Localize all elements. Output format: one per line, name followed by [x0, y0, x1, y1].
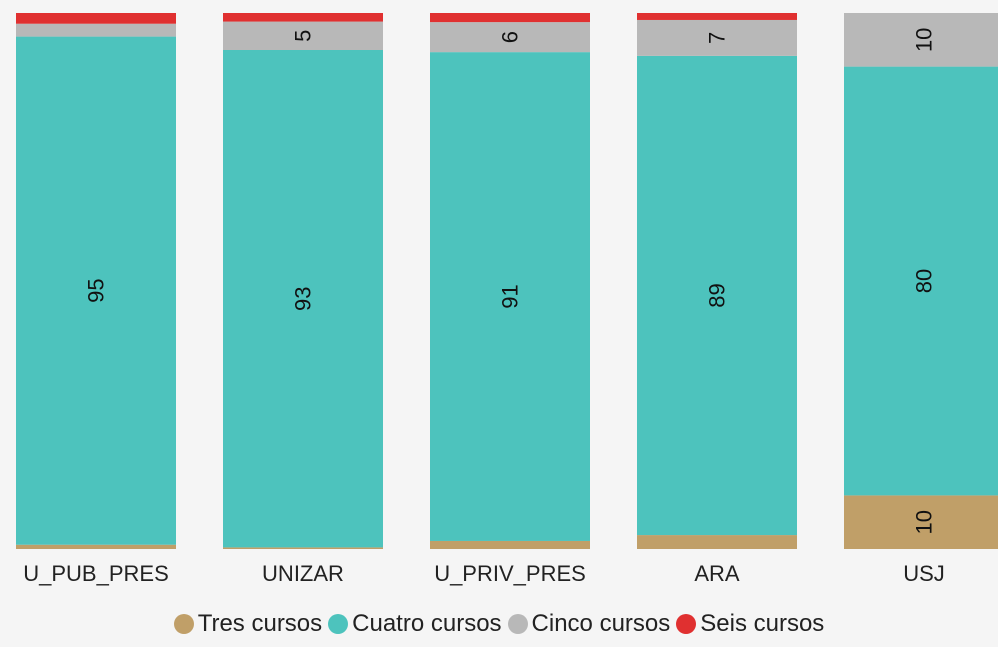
- bar-segment-unizar-1[interactable]: [223, 49, 383, 548]
- bar-segment-ara-2[interactable]: [637, 19, 797, 56]
- data-label-ara-2: 7: [705, 32, 730, 44]
- bar-segment-u_priv_pres-1[interactable]: [430, 52, 590, 541]
- bar-segment-u_pub_pres-1[interactable]: [16, 36, 176, 545]
- data-label-u_pub_pres-1: 95: [84, 278, 109, 302]
- bar-segment-u_priv_pres-2[interactable]: [430, 22, 590, 53]
- legend-swatch-seis: [676, 614, 697, 634]
- legend-item-seis[interactable]: Seis cursos: [676, 610, 824, 638]
- bar-segment-ara-0[interactable]: [637, 535, 797, 549]
- legend-swatch-cinco: [507, 614, 528, 634]
- legend-label-tres: Tres cursos: [197, 610, 323, 637]
- data-label-u_priv_pres-1: 91: [498, 284, 523, 308]
- bar-segment-u_priv_pres-0[interactable]: [430, 540, 590, 549]
- legend-swatch-tres: [173, 614, 194, 634]
- bar-segment-usj-2[interactable]: [844, 13, 998, 67]
- legend-item-cuatro[interactable]: Cuatro cursos: [328, 610, 502, 638]
- bar-segment-unizar-3[interactable]: [223, 13, 383, 22]
- bar-segment-unizar-0[interactable]: [223, 547, 383, 549]
- x-tick-label-unizar: UNIZAR: [262, 561, 344, 586]
- bar-segment-u_pub_pres-2[interactable]: [16, 23, 176, 37]
- data-label-u_priv_pres-2: 6: [498, 31, 523, 43]
- bar-segment-usj-0[interactable]: [844, 495, 998, 549]
- legend: Tres cursos Cuatro cursos Cinco cursos S…: [0, 606, 998, 642]
- x-tick-label-ara: ARA: [694, 561, 740, 586]
- bar-segment-ara-3[interactable]: [637, 13, 797, 20]
- bar-segment-u_pub_pres-0[interactable]: [16, 544, 176, 549]
- data-label-usj-2: 10: [912, 28, 937, 52]
- bar-segment-u_pub_pres-3[interactable]: [16, 13, 176, 24]
- data-label-unizar-1: 93: [291, 286, 316, 310]
- bar-segment-ara-1[interactable]: [637, 55, 797, 536]
- legend-swatch-cuatro: [328, 614, 349, 634]
- x-tick-label-usj: USJ: [903, 561, 945, 586]
- legend-label-seis: Seis cursos: [700, 610, 825, 637]
- x-tick-label-u_priv_pres: U_PRIV_PRES: [434, 561, 586, 586]
- legend-item-cinco[interactable]: Cinco cursos: [507, 610, 671, 638]
- data-label-usj-1: 80: [912, 269, 937, 293]
- legend-item-tres[interactable]: Tres cursos: [173, 610, 323, 638]
- x-tick-label-u_pub_pres: U_PUB_PRES: [23, 561, 169, 586]
- legend-label-cinco: Cinco cursos: [531, 610, 671, 637]
- legend-label-cuatro: Cuatro cursos: [352, 610, 502, 637]
- bar-segment-usj-1[interactable]: [844, 66, 998, 496]
- bar-segment-unizar-2[interactable]: [223, 21, 383, 50]
- data-label-unizar-2: 5: [291, 30, 316, 42]
- data-label-usj-0: 10: [912, 510, 937, 534]
- bar-segment-u_priv_pres-3[interactable]: [430, 13, 590, 23]
- data-label-ara-1: 89: [705, 283, 730, 307]
